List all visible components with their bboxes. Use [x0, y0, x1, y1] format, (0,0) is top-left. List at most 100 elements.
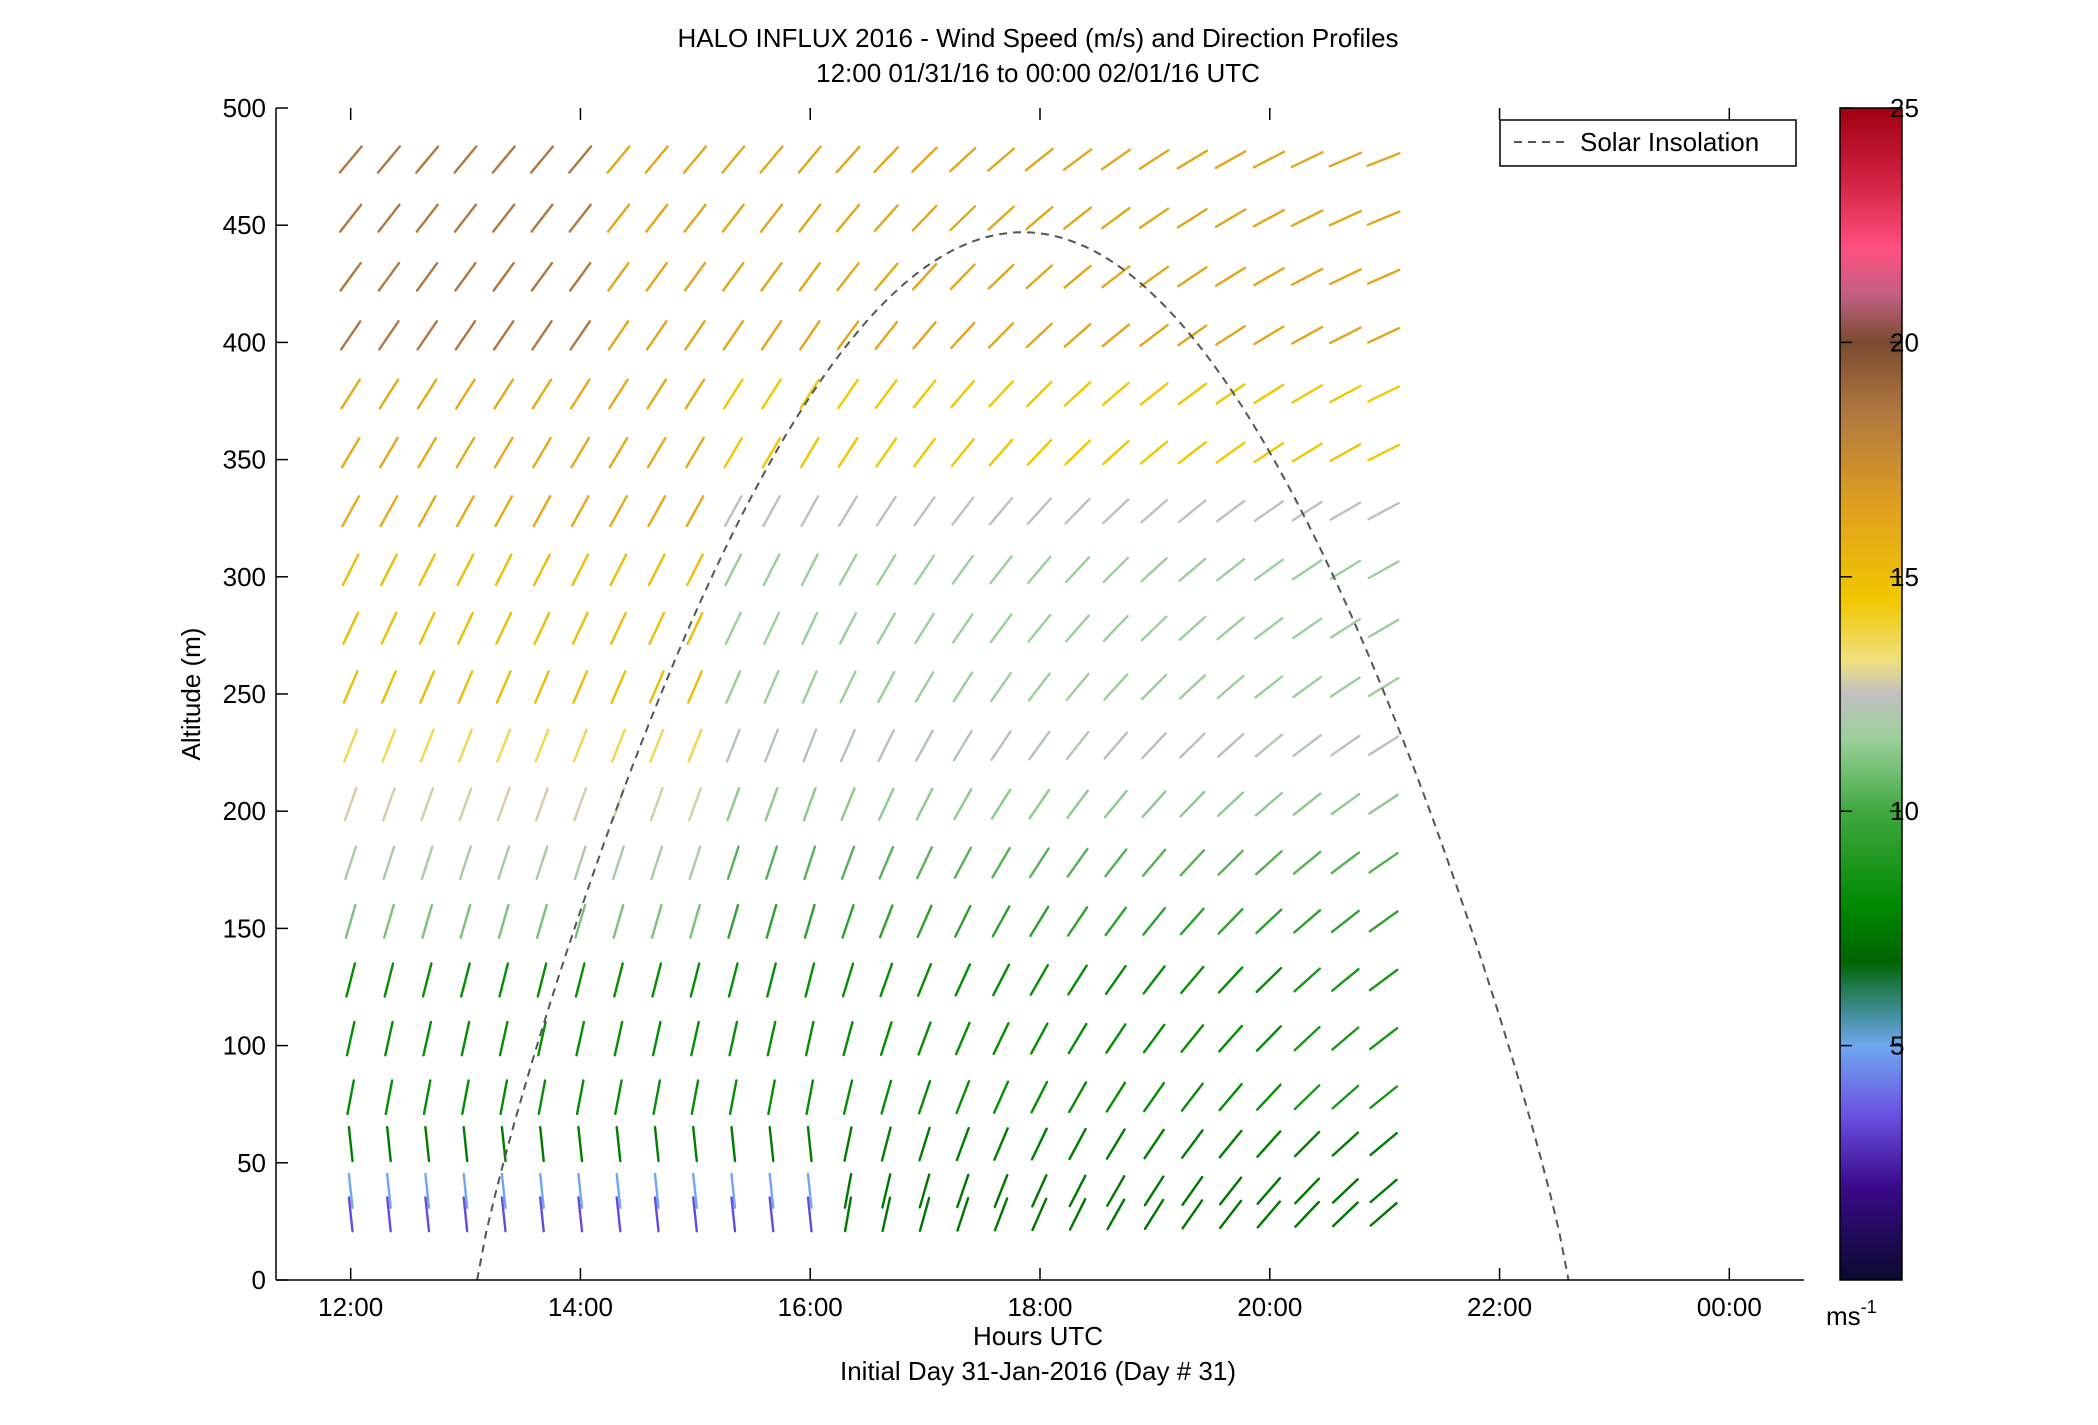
x-tick-label: 12:00 [318, 1292, 383, 1322]
wind-vector [1063, 264, 1092, 289]
wind-vector [492, 261, 515, 292]
wind-vector [416, 378, 438, 410]
wind-vector [1254, 616, 1284, 640]
wind-vector [1329, 443, 1362, 462]
wind-vector [1367, 560, 1400, 580]
wind-vector [1139, 323, 1169, 347]
wind-vector [494, 553, 513, 587]
wind-vector [577, 1172, 584, 1210]
wind-vector [911, 204, 938, 232]
wind-vector [760, 320, 783, 351]
wind-vector [649, 728, 665, 763]
wind-vector [688, 787, 702, 822]
wind-vector [571, 611, 589, 645]
wind-vector [797, 145, 822, 174]
wind-vector [531, 320, 553, 351]
wind-vector [1218, 1129, 1243, 1159]
wind-vector [805, 1079, 815, 1116]
wind-vector [721, 203, 745, 233]
wind-vector [537, 1079, 547, 1116]
wind-vector [1254, 675, 1284, 699]
wind-vector [913, 437, 936, 468]
wind-vector [911, 263, 938, 291]
wind-vector [801, 670, 818, 704]
wind-vector [651, 962, 663, 998]
wind-vector [836, 320, 860, 351]
wind-vector [569, 261, 592, 292]
wind-vector [1068, 1174, 1087, 1208]
y-tick-label: 350 [223, 445, 266, 475]
wind-vector [723, 495, 743, 528]
wind-vector [1062, 148, 1093, 172]
wind-vector [1026, 497, 1052, 525]
wind-vector [386, 1172, 392, 1210]
wind-vector [377, 203, 401, 233]
wind-vector [531, 378, 553, 410]
wind-vector [1331, 1178, 1359, 1204]
wind-vector [879, 962, 894, 998]
wind-vector [1328, 268, 1362, 286]
wind-vector [1254, 733, 1284, 758]
wind-vector [763, 611, 780, 645]
wind-vector [415, 203, 439, 233]
wind-vector [1330, 734, 1361, 757]
wind-vector [990, 788, 1012, 820]
wind-vector [347, 1172, 354, 1210]
wind-vector [1368, 735, 1400, 756]
wind-vector [1216, 616, 1245, 641]
wind-vector [1101, 440, 1130, 466]
wind-vector [574, 903, 587, 939]
wind-vector [950, 438, 975, 467]
wind-vector [1101, 265, 1131, 289]
wind-vector [532, 436, 552, 469]
wind-vector [529, 145, 555, 174]
wind-vector [1253, 500, 1285, 522]
wind-vector [1215, 441, 1246, 464]
wind-vector [689, 962, 701, 998]
wind-vector [343, 728, 359, 763]
wind-vector [1065, 672, 1090, 702]
wind-vector [1105, 1023, 1127, 1054]
wind-vector [1369, 1178, 1398, 1204]
wind-vector [722, 378, 744, 410]
wind-vector [878, 845, 895, 880]
wind-vector [539, 1172, 545, 1210]
wind-vector [342, 611, 360, 645]
y-tick-label: 200 [223, 796, 266, 826]
wind-vector [1066, 847, 1089, 878]
wind-vector [799, 320, 821, 351]
wind-vector [537, 1020, 547, 1057]
wind-vector [915, 787, 934, 821]
wind-vector [1031, 1174, 1048, 1208]
wind-vector [949, 263, 976, 291]
wind-vector [380, 611, 398, 645]
wind-vector [687, 670, 703, 704]
y-tick-label: 250 [223, 679, 266, 709]
colorbar-tick-label: 25 [1890, 93, 1919, 123]
wind-vector [1256, 1083, 1282, 1111]
wind-vector [801, 611, 819, 645]
wind-vector [1031, 1197, 1048, 1232]
wind-vector [1139, 265, 1170, 288]
wind-vector [881, 1196, 892, 1233]
colorbar: 5 10 15 20 25 ms-1 [1826, 93, 1919, 1331]
wind-vector [684, 320, 706, 351]
wind-vector [1255, 1025, 1282, 1052]
wind-vector [951, 496, 975, 526]
wind-vector [1176, 149, 1209, 170]
wind-vector [723, 436, 744, 469]
wind-vector [1329, 501, 1362, 521]
wind-vector [574, 962, 586, 998]
chart-title-line1: HALO INFLUX 2016 - Wind Speed (m/s) and … [677, 23, 1398, 53]
x-tick-label: 14:00 [548, 1292, 613, 1322]
wind-vector [608, 436, 629, 469]
y-axis-ticks: 0 50 100 150 200 250 300 350 400 450 500 [223, 93, 288, 1295]
wind-vector [1101, 381, 1130, 407]
wind-vector [1367, 443, 1401, 462]
wind-vector [952, 613, 974, 644]
wind-vector [386, 1196, 392, 1233]
wind-vector [987, 263, 1015, 290]
wind-vector [1028, 730, 1051, 761]
wind-vector [495, 611, 513, 645]
wind-vector [952, 729, 973, 762]
